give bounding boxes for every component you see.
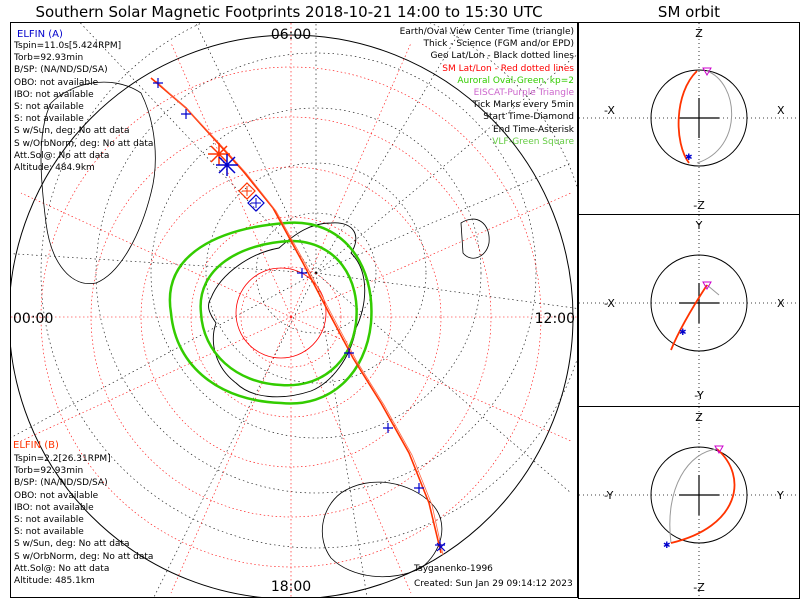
axis-label-top: Z: [695, 27, 703, 40]
elfin-b-line: B/SP: (NA/ND/SD/SA): [14, 478, 108, 489]
south-america-outline: [40, 81, 156, 285]
mlt-label-bottom: 18:00: [271, 579, 311, 595]
axis-label-left: -X: [604, 104, 615, 117]
elfin-a-params: Tspin=11.0s[5.424RPM] Torb=92.93min B/SP…: [14, 40, 153, 174]
elfin-b-line: OBO: not available: [14, 490, 99, 501]
plot-title: Southern Solar Magnetic Footprints 2018-…: [35, 3, 543, 21]
elfin-a-line: OBO: not available: [14, 77, 99, 88]
auroral-oval-outer: [168, 221, 373, 405]
tick-marks: [153, 78, 445, 550]
elfin-track-a: [155, 80, 444, 556]
elfin-b-line: Altitude: 485.1km: [14, 576, 95, 587]
elfin-a-line: Torb=92.93min: [14, 53, 84, 64]
axis-label-bottom: -Z: [693, 199, 705, 212]
orbit-panel-yz: ✱ Z -Z -Y Y: [578, 406, 800, 599]
end-time-asterisk: [208, 143, 446, 552]
mlt-label-left: 00:00: [13, 311, 53, 327]
elfin-a-name: ELFIN (A): [17, 29, 63, 40]
geo-grid: [11, 23, 577, 597]
sm-grid: [11, 23, 577, 597]
elfin-a-line: Att.Sol@: No att data: [14, 150, 110, 161]
elfin-b-line: Att.Sol@: No att data: [14, 563, 110, 574]
orbit-trace-yz: [670, 448, 736, 544]
australia-outline: [322, 481, 443, 578]
elfin-a-line: IBO: not available: [14, 89, 94, 100]
elfin-a-line: Tspin=11.0s[5.424RPM]: [14, 41, 122, 51]
elfin-track-b: [150, 77, 442, 554]
footer-author: Tsyganenko-1996: [414, 564, 493, 574]
elfin-b-line: S w/OrbNorm, deg: No att data: [14, 551, 154, 562]
axis-label-left: -Y: [604, 489, 614, 502]
elfin-a-line: S: not available: [14, 102, 84, 113]
elfin-b-line: S: not available: [14, 515, 84, 526]
orbit-panel-xz-canvas: ✱ Z -Z -X X: [579, 23, 799, 214]
elfin-a-line: S: not available: [14, 114, 84, 125]
auroral-oval-inner: [199, 239, 358, 387]
axis-label-right: X: [777, 104, 785, 117]
legend-item: EISCAT-Purple Triangle: [473, 88, 574, 99]
antarctica-coastline: [208, 222, 366, 398]
legend-item: Geo Lat/Lon - Black dotted lines: [430, 51, 574, 62]
elfin-b-line: Torb=92.93min: [14, 466, 84, 477]
mlt-label-top: 06:00: [271, 27, 311, 43]
axis-label-bottom: -Z: [693, 581, 705, 594]
mlt-label-right: 12:00: [535, 311, 575, 327]
svg-text:✱: ✱: [685, 153, 693, 163]
elfin-b-params: Tspin=2.2[26.31RPM] Torb=92.93min B/SP: …: [14, 453, 153, 587]
legend: Earth/Oval View Center Time (triangle) T…: [400, 26, 574, 148]
elfin-a-line: Altitude: 484.9km: [14, 163, 95, 174]
axis-label-bottom: -Y: [694, 389, 704, 402]
elfin-a-line: S w/Sun, deg: No att data: [14, 126, 130, 137]
svg-text:✱: ✱: [679, 328, 687, 338]
start-time-diamond: [238, 182, 265, 212]
legend-item: Earth/Oval View Center Time (triangle): [399, 27, 574, 37]
elfin-a-line: S w/OrbNorm, deg: No att data: [14, 138, 154, 149]
elfin-a-line: B/SP: (NA/ND/SD/SA): [14, 65, 108, 76]
orbit-trace-xy: [670, 284, 708, 351]
legend-item: Auroral Oval-Green, kp=2: [457, 75, 574, 86]
legend-item: Thick - Science (FGM and/or EPD): [423, 39, 574, 50]
orbit-panel-xy-canvas: ✱ Y -Y -X X: [579, 215, 799, 406]
legend-item: Start Time-Diamond: [483, 112, 574, 123]
legend-item: End Time-Asterisk: [492, 124, 574, 135]
elfin-b-line: Tspin=2.2[26.31RPM]: [14, 454, 111, 464]
axis-label-right: X: [777, 297, 785, 310]
axis-label-right: Y: [776, 489, 784, 502]
footer-created: Created: Sun Jan 29 09:14:12 2023: [414, 579, 573, 589]
legend-item: Tick Marks every 5min: [472, 100, 574, 111]
legend-item: SM Lat/Lon - Red dotted lines: [442, 63, 574, 74]
elfin-b-line: IBO: not available: [14, 502, 94, 513]
elfin-b-line: S w/Sun, deg: No att data: [14, 539, 130, 550]
sm-pole-circle: [235, 267, 327, 359]
orbit-panel-xy: ✱ Y -Y -X X: [578, 214, 800, 407]
island-outline: [460, 218, 490, 259]
elfin-b-line: S: not available: [14, 527, 84, 538]
orbit-panel-yz-canvas: ✱ Z -Z -Y Y: [579, 407, 799, 598]
axis-label-left: -X: [604, 297, 615, 310]
footprint-map: 06:00 00:00 12:00 18:00: [10, 22, 578, 598]
orbit-title: SM orbit: [657, 3, 721, 21]
orbit-trace-xz: [677, 70, 698, 164]
legend-item: VLF-Green Square: [492, 136, 574, 147]
orbit-panel-xz: ✱ Z -Z -X X: [578, 22, 800, 215]
svg-text:✱: ✱: [663, 541, 671, 551]
axis-label-top: Z: [695, 411, 703, 424]
elfin-b-name: ELFIN (B): [13, 440, 59, 451]
footprint-map-canvas: 06:00 00:00 12:00 18:00: [11, 23, 577, 597]
axis-label-top: Y: [695, 219, 703, 232]
